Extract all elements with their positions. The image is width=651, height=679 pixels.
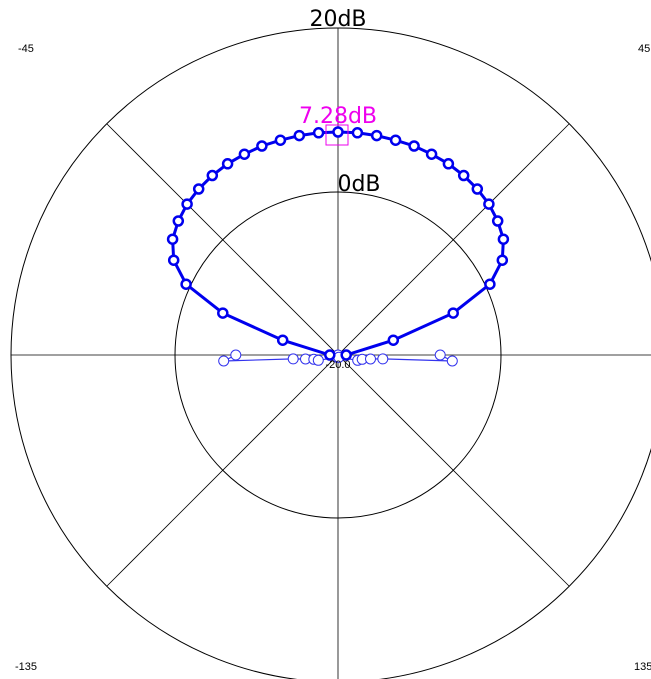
data-point-main-22 <box>442 158 455 170</box>
data-point-main-11 <box>238 148 251 160</box>
data-point-main-6 <box>172 215 185 227</box>
data-point-main-32 <box>340 349 352 361</box>
data-point-main-7 <box>181 198 193 210</box>
data-point-main-29 <box>484 278 496 290</box>
data-point-main-16 <box>332 126 344 138</box>
data-point-main-25 <box>483 198 495 210</box>
peak-marker-box <box>325 124 349 146</box>
peak-label: 7.28dB <box>299 104 377 129</box>
data-point-main-19 <box>389 134 402 146</box>
data-point-side-5 <box>312 354 324 366</box>
data-point-main-4 <box>167 254 180 266</box>
data-point-main-2 <box>217 307 229 319</box>
data-point-side-11 <box>365 353 376 365</box>
data-point-main-30 <box>447 307 459 319</box>
ring-label-inner: 0dB <box>337 172 380 197</box>
data-point-main-12 <box>256 140 268 152</box>
data-point-main-13 <box>274 134 287 146</box>
data-point-side-13 <box>446 355 458 367</box>
data-point-main-24 <box>471 183 484 195</box>
data-point-main-28 <box>496 254 509 266</box>
data-point-main-31 <box>387 334 400 346</box>
angle-label-minus135: -135 <box>15 661 37 673</box>
data-point-main-23 <box>457 169 470 182</box>
data-point-main-10 <box>221 158 234 170</box>
data-point-main-1 <box>276 334 289 346</box>
angle-label-135: 135 <box>634 661 651 673</box>
angle-label-45: 45 <box>638 43 650 55</box>
ring-label-outer: 20dB <box>309 7 366 32</box>
data-point-main-0 <box>324 349 336 361</box>
data-point-side-1 <box>218 355 230 367</box>
center-label: -20.0 <box>325 359 350 371</box>
data-point-main-26 <box>491 215 504 227</box>
data-point-side-2 <box>287 353 299 365</box>
data-point-main-27 <box>497 233 510 245</box>
angle-label-minus45: -45 <box>18 43 34 55</box>
data-point-main-8 <box>192 183 205 195</box>
data-point-main-15 <box>312 127 325 139</box>
data-point-main-20 <box>408 140 420 152</box>
data-point-main-18 <box>370 129 383 142</box>
series-layer <box>166 126 510 367</box>
data-point-side-12 <box>377 353 389 365</box>
data-point-main-21 <box>425 148 438 160</box>
data-point-main-14 <box>293 129 306 142</box>
data-point-main-3 <box>180 278 192 290</box>
data-point-side-0 <box>230 349 242 361</box>
data-point-main-9 <box>206 169 219 182</box>
data-point-main-17 <box>351 127 364 139</box>
data-point-main-5 <box>166 233 179 245</box>
data-point-side-14 <box>434 349 446 361</box>
